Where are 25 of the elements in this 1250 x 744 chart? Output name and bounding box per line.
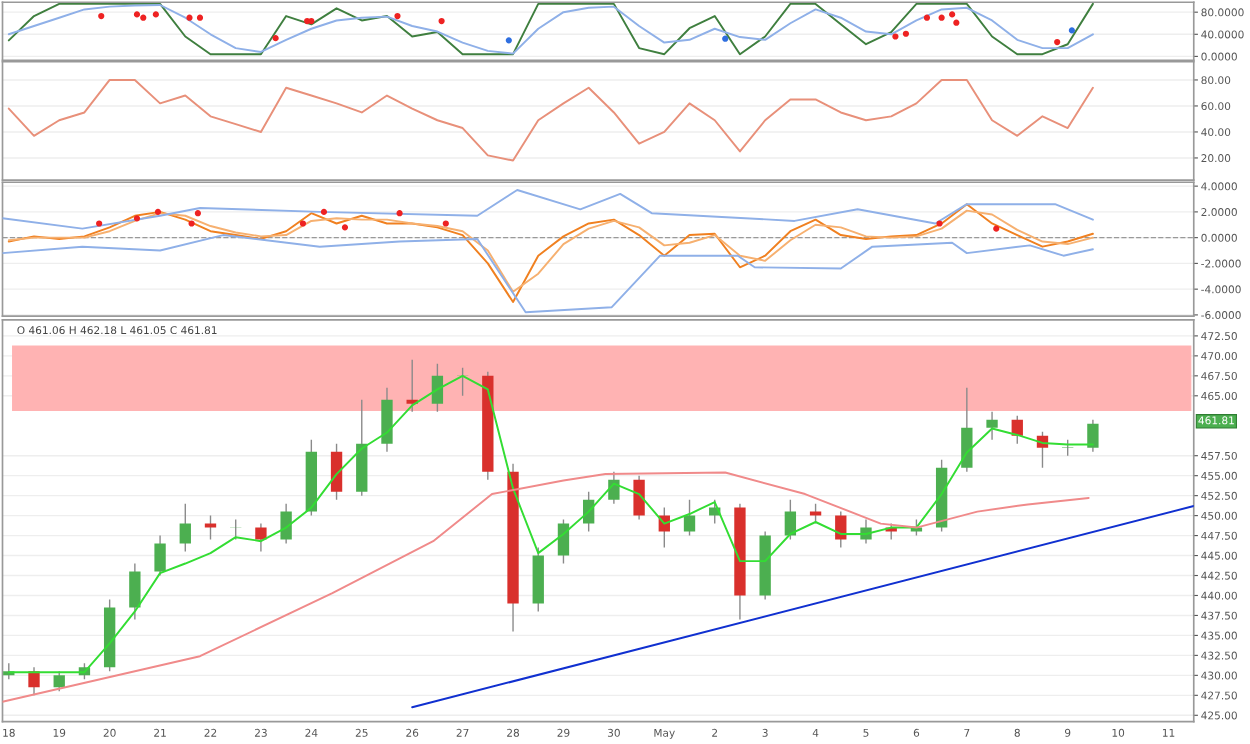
line-series [7, 203, 1094, 304]
line-series [7, 78, 1094, 162]
candlestick [381, 387, 393, 453]
candlestick [280, 502, 292, 545]
candlestick [784, 498, 797, 541]
candlestick [255, 522, 267, 553]
candlestick [179, 502, 191, 553]
candlestick [986, 411, 998, 441]
candlestick [809, 502, 822, 525]
candlestick [683, 498, 696, 537]
candlestick [557, 518, 570, 565]
candlestick [330, 443, 343, 501]
candlestick [204, 514, 217, 541]
candlestick [129, 562, 141, 621]
candlestick [230, 518, 242, 541]
candlestick [456, 367, 469, 397]
line-series [7, 209, 1094, 293]
candlestick [53, 670, 65, 693]
candlestick [431, 363, 444, 413]
candlestick [532, 546, 544, 613]
candlestick [154, 534, 166, 577]
candlestick [961, 387, 973, 473]
candlestick [1087, 419, 1099, 453]
candlestick [633, 474, 645, 521]
candlestick [356, 399, 368, 497]
